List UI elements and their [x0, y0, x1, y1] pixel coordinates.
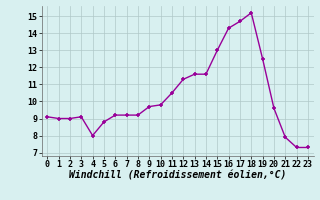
X-axis label: Windchill (Refroidissement éolien,°C): Windchill (Refroidissement éolien,°C) — [69, 171, 286, 181]
